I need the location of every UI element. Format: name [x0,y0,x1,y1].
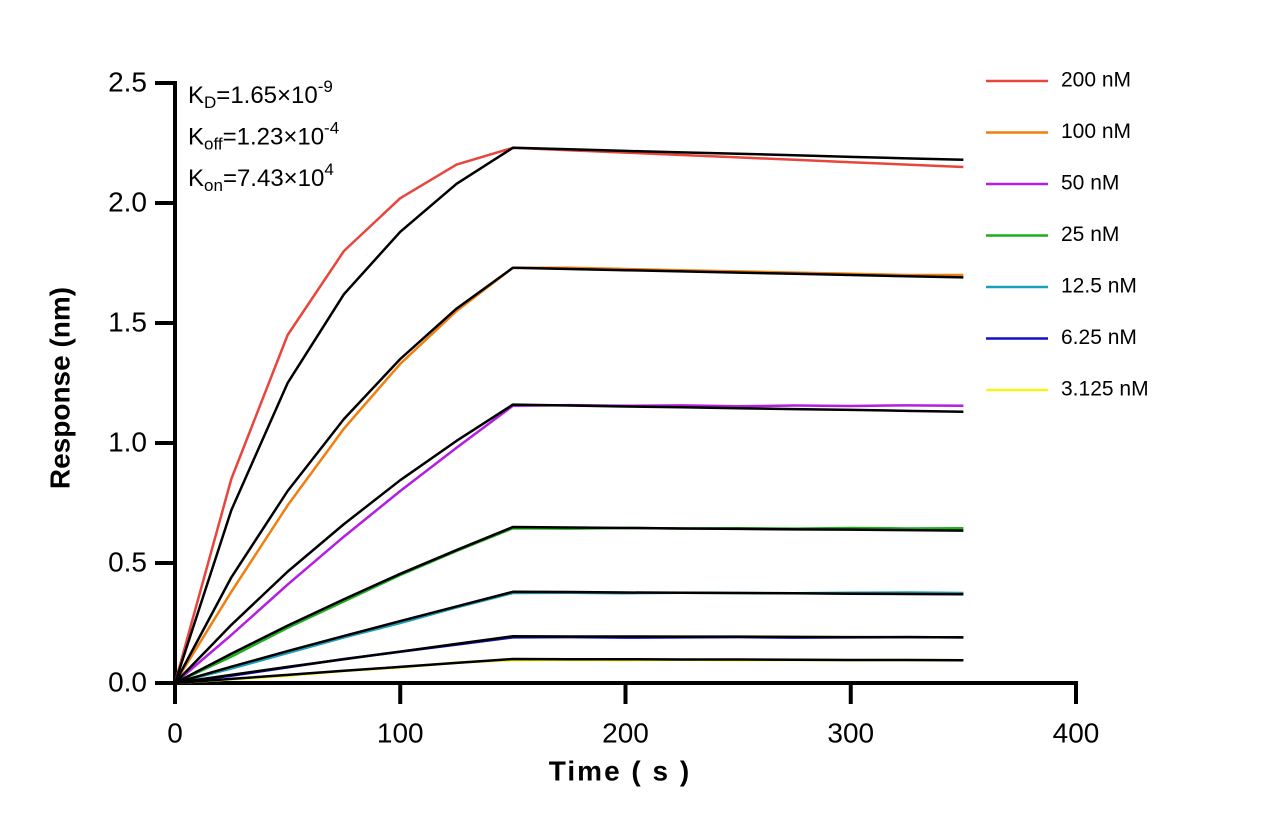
data-curve [174,403,964,684]
annotation-symbol: K [188,165,204,192]
annotation-subscript: off [204,135,223,154]
fit-curve [174,590,964,685]
annotation-text: =1.23×10 [223,124,324,151]
annotation: KD=1.65×10-9 [188,77,333,112]
legend-label: 50 nM [1061,172,1119,195]
fit-curve [174,634,964,685]
data-curve [173,266,964,684]
legend-label: 12.5 nM [1061,275,1137,298]
y-tick-label: 2.5 [108,66,147,97]
legend-label: 100 nM [1061,120,1131,143]
fit-curve [173,146,964,684]
legend-label: 25 nM [1061,223,1119,246]
fit-curve [174,657,964,685]
y-tick-label: 0.5 [108,546,147,577]
y-tick-label: 1.0 [108,426,147,457]
annotation-symbol: K [188,124,204,151]
x-axis-label: Time ( s ) [549,755,691,786]
annotation: Koff=1.23×10-4 [188,119,339,154]
annotation-subscript: D [204,93,216,112]
x-tick-label: 400 [1053,717,1100,748]
y-tick-label: 0.0 [108,666,147,697]
annotation-subscript: on [204,176,223,195]
annotation-superscript: -4 [324,119,339,138]
annotation-symbol: K [188,82,204,109]
data-curve [173,146,964,684]
annotation-text: =7.43×10 [223,165,324,192]
fit-curve [174,525,964,685]
annotation-superscript: 4 [324,160,333,179]
data-curve [174,658,964,685]
annotation-text: =1.65×10 [216,82,317,109]
legend-label: 200 nM [1061,69,1131,92]
legend-label: 6.25 nM [1061,326,1137,349]
fit-curve [174,403,964,684]
fit-curve [173,266,964,684]
y-tick-label: 1.5 [108,306,147,337]
y-tick-label: 2.0 [108,186,147,217]
annotation: Kon=7.43×104 [188,160,334,195]
x-tick-label: 100 [377,717,424,748]
annotation-superscript: -9 [318,77,333,96]
x-tick-label: 0 [167,717,183,748]
legend-label: 3.125 nM [1061,378,1149,401]
x-tick-label: 300 [827,717,874,748]
x-tick-label: 200 [602,717,649,748]
y-axis-label: Response (nm) [44,287,75,489]
